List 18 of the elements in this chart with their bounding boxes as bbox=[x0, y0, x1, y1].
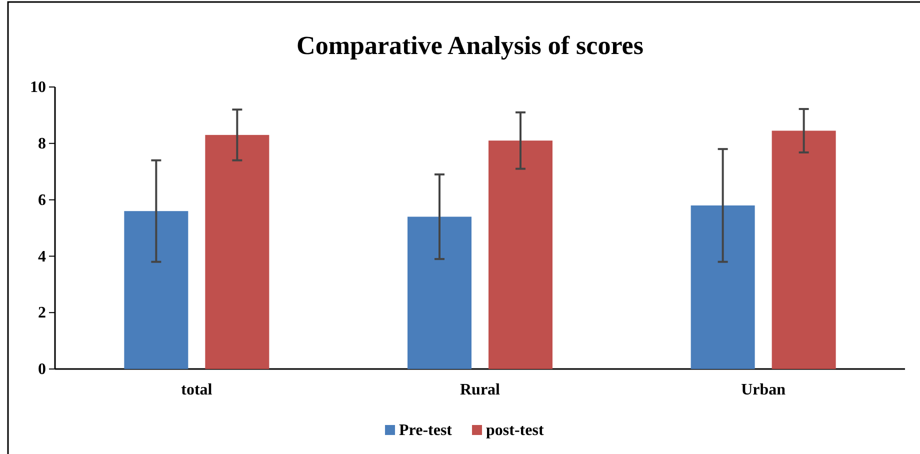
bar bbox=[205, 134, 270, 369]
y-tick-label: 8 bbox=[38, 136, 46, 153]
legend-label: post-test bbox=[486, 422, 544, 439]
y-tick-label: 6 bbox=[38, 192, 46, 209]
x-tick-label: Rural bbox=[460, 381, 501, 398]
y-tick-label: 2 bbox=[38, 304, 46, 322]
chart-title: Comparative Analysis of scores bbox=[296, 31, 644, 60]
x-tick-label: Urban bbox=[741, 381, 786, 398]
y-tick-label: 4 bbox=[38, 248, 46, 266]
bar bbox=[488, 140, 552, 369]
legend-label: Pre-test bbox=[399, 422, 453, 439]
bar bbox=[690, 205, 755, 369]
y-tick-label: 0 bbox=[38, 361, 46, 378]
bar bbox=[772, 130, 836, 369]
y-tick-label: 10 bbox=[30, 79, 46, 96]
x-tick-label: total bbox=[181, 381, 213, 398]
bar bbox=[408, 216, 472, 369]
bar bbox=[124, 211, 188, 369]
